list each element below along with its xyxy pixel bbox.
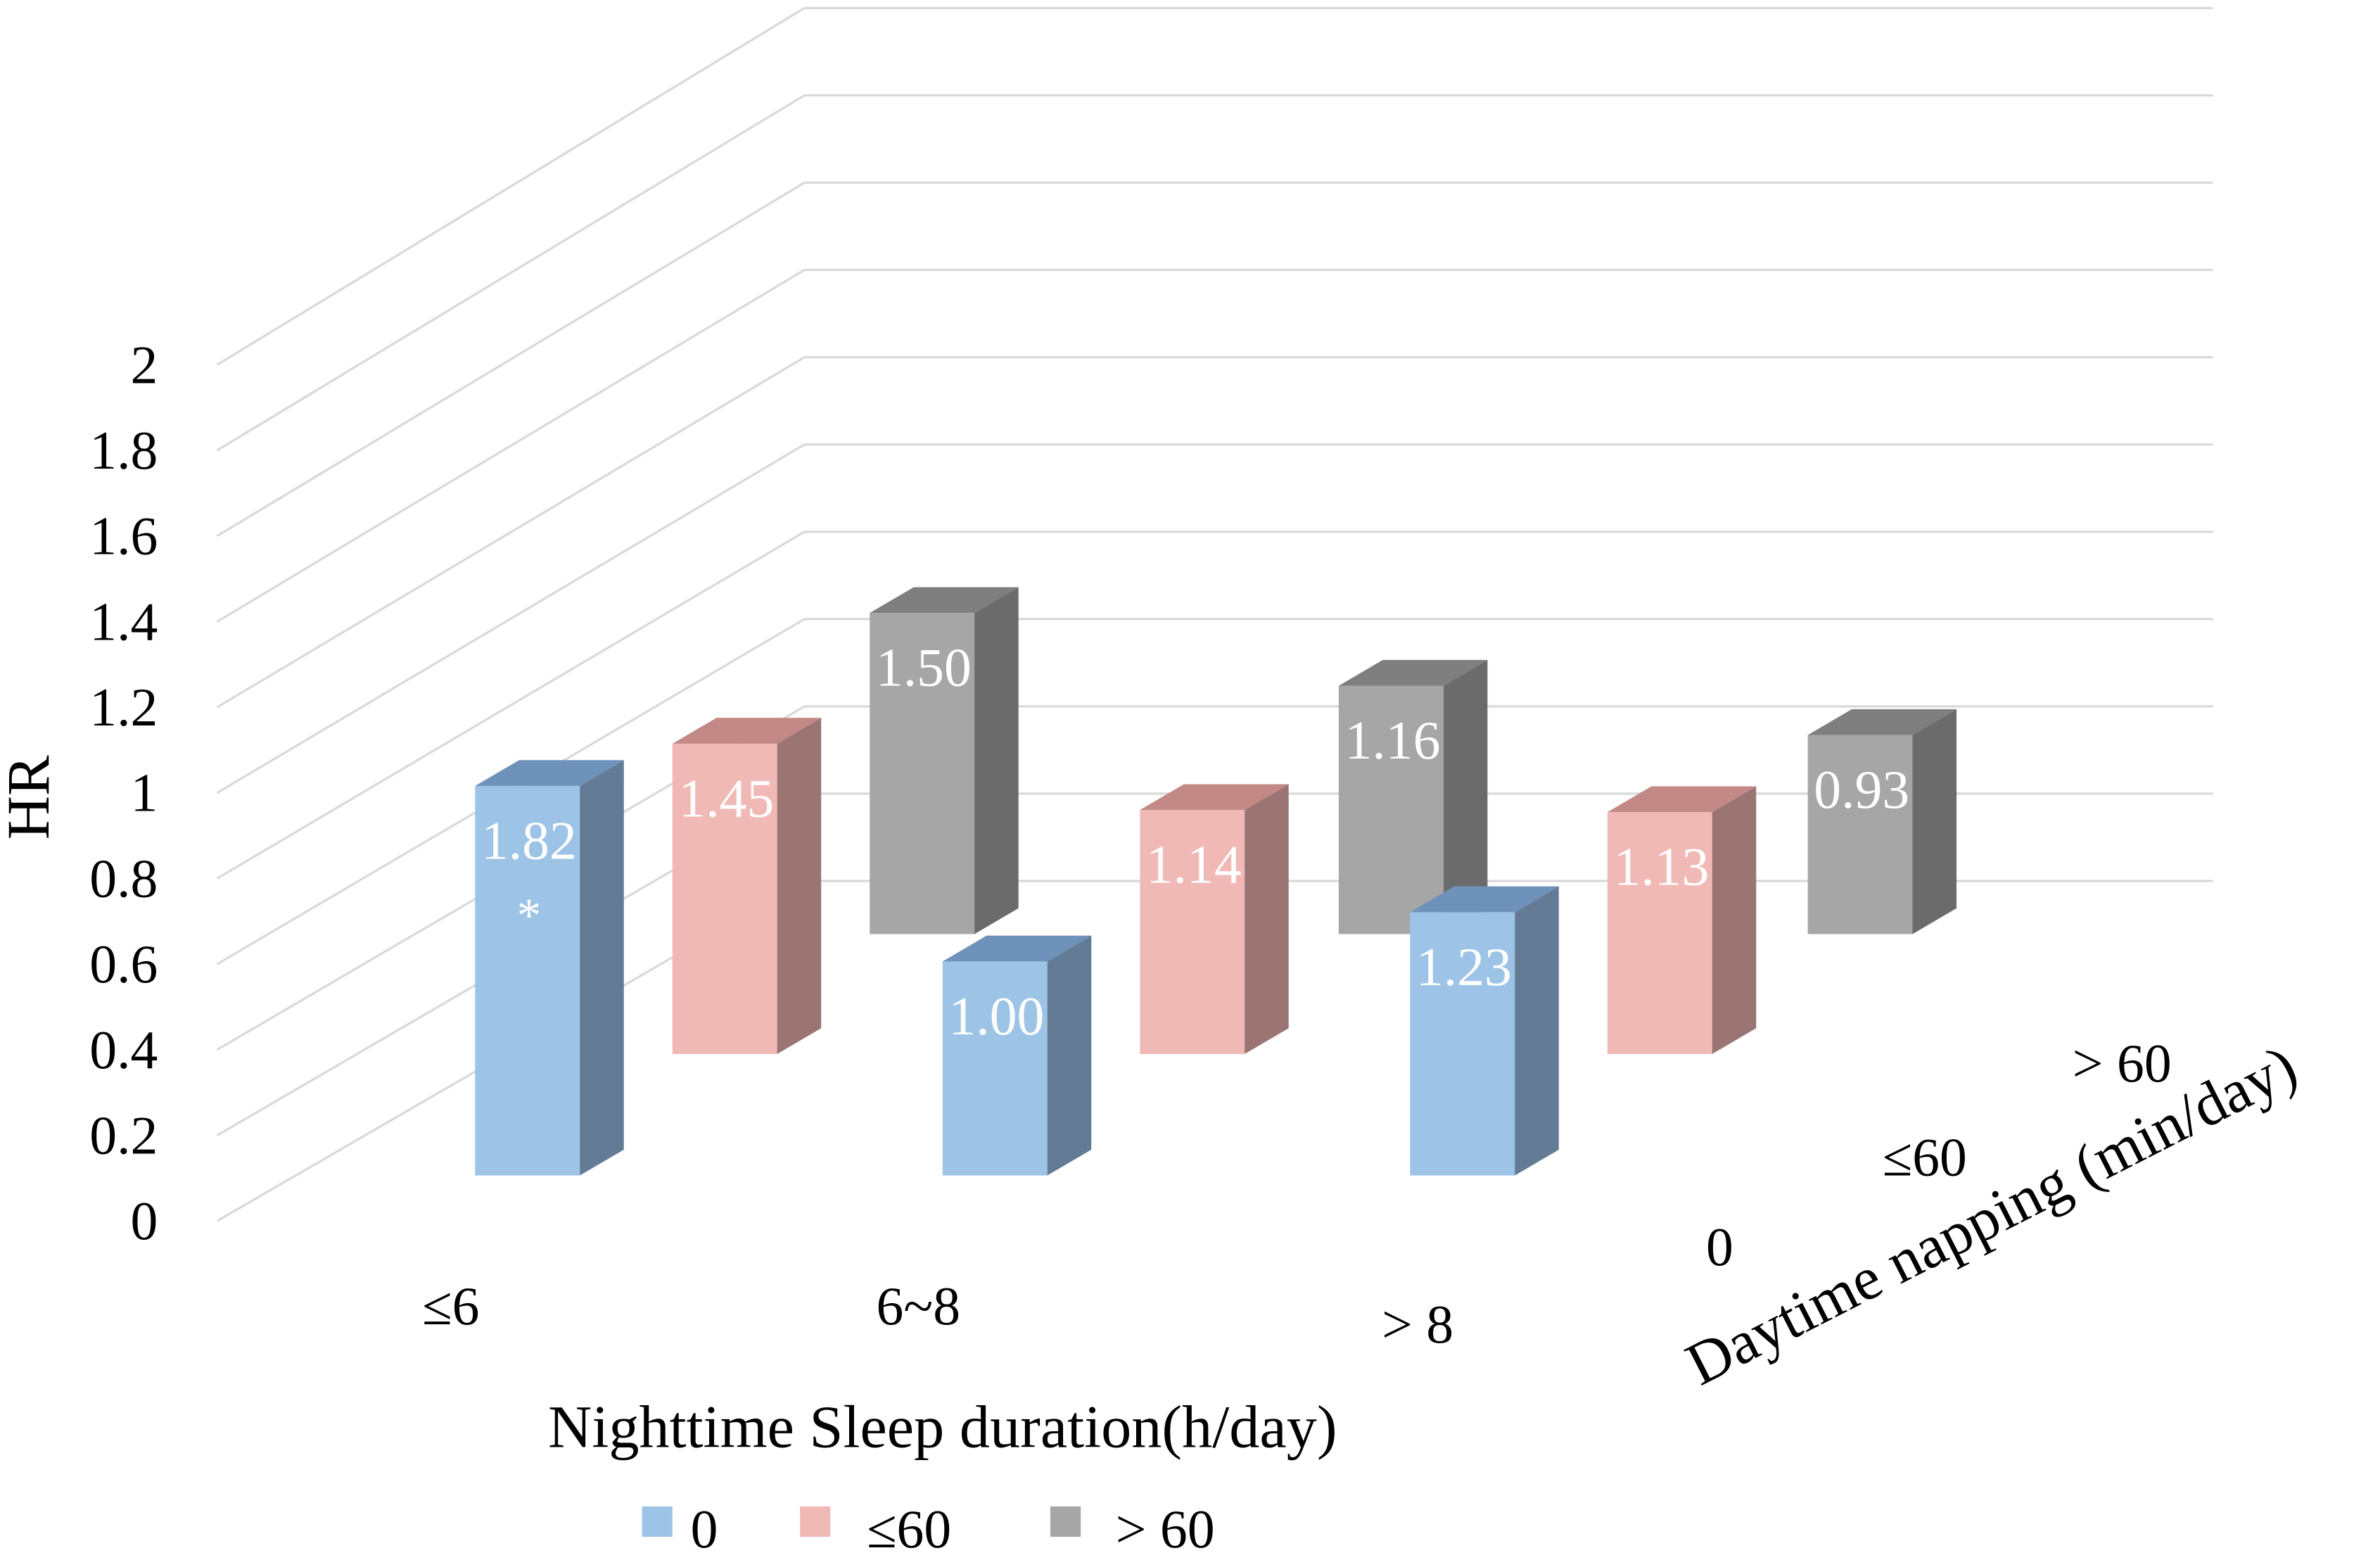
data-labels: 1.50 1.16 0.93 1.45 1.14 1.13 1.82 * 1.00 1.23 — [481, 638, 1909, 1046]
bar-side-face — [1912, 709, 1957, 934]
depth-category-label: ≤60 — [1883, 1127, 1967, 1188]
y-tick-label: 1.6 — [89, 506, 158, 566]
legend-swatch-0 — [642, 1506, 673, 1537]
depth-category-label: > 60 — [2073, 1033, 2172, 1093]
data-label: 1.82 — [481, 810, 577, 870]
legend-label-2: > 60 — [1116, 1499, 1215, 1559]
significance-marker: * — [517, 888, 542, 942]
gridline-side — [216, 269, 806, 623]
y-tick-label: 1 — [131, 763, 158, 823]
legend-swatch-1 — [800, 1506, 831, 1537]
bar-front-face — [1338, 685, 1444, 934]
y-tick-label: 1.2 — [89, 677, 158, 737]
grid — [216, 6, 2213, 1222]
bar-top-face — [1607, 786, 1757, 813]
bar — [1807, 709, 1957, 934]
y-tick-label: 0.6 — [89, 934, 158, 994]
depth-axis-title: Daytime napping (min/day) — [1676, 1032, 2308, 1398]
bars — [475, 587, 1957, 1176]
bar-top-face — [1410, 886, 1559, 913]
bar-top-face — [942, 935, 1092, 962]
bar-front-face — [475, 785, 580, 1176]
y-tick-label: 0.8 — [89, 848, 158, 908]
y-axis-title: HR — [0, 755, 62, 839]
bar — [1607, 786, 1757, 1054]
data-label: 1.45 — [678, 768, 774, 828]
legend-swatch-2 — [1050, 1506, 1081, 1537]
y-tick-labels: 0 0.2 0.4 0.6 0.8 1 1.2 1.4 1.6 1.8 2 — [89, 334, 158, 1251]
legend-label-1: ≤60 — [867, 1499, 951, 1559]
bar-front-face — [1140, 810, 1245, 1054]
bar-top-face — [870, 587, 1019, 614]
y-tick-label: 0 — [131, 1191, 158, 1251]
bar-front-face — [870, 613, 975, 934]
bar-side-face — [1245, 784, 1289, 1054]
data-label: 1.50 — [876, 638, 972, 698]
x-category-label: > 8 — [1382, 1294, 1453, 1355]
bar — [1140, 784, 1289, 1054]
bar-top-face — [1807, 709, 1957, 735]
gridline-side — [216, 443, 806, 794]
x-category-labels: ≤6 6~8 > 8 — [422, 1276, 1453, 1355]
data-label: 1.16 — [1345, 710, 1441, 771]
bar — [870, 587, 1019, 934]
bar-front-face — [672, 743, 777, 1054]
y-tick-label: 2 — [131, 334, 158, 395]
bar — [475, 760, 624, 1176]
y-tick-label: 0.2 — [89, 1105, 158, 1165]
y-tick-label: 1.4 — [89, 591, 158, 652]
data-label: 1.00 — [948, 986, 1044, 1046]
bar-side-face — [1443, 659, 1488, 934]
data-label: 1.13 — [1613, 837, 1709, 897]
bar-top-face — [1140, 784, 1289, 811]
gridline-side — [216, 356, 806, 709]
gridline-side — [216, 182, 806, 538]
bar-top-face — [475, 760, 624, 786]
bar-top-face — [1338, 659, 1488, 686]
bar-front-face — [1607, 812, 1712, 1054]
data-label: 1.23 — [1416, 937, 1512, 997]
depth-category-labels: 0 ≤60 > 60 — [1706, 1033, 2172, 1277]
bar-front-face — [1807, 735, 1913, 934]
bar-side-face — [974, 587, 1019, 934]
bar-side-face — [1515, 886, 1559, 1176]
bar — [1410, 886, 1559, 1176]
bar-side-face — [1047, 935, 1092, 1176]
legend-label-0: 0 — [691, 1499, 718, 1559]
gridline-side — [216, 94, 806, 452]
bar — [1338, 659, 1488, 934]
gridline-side — [216, 7, 806, 366]
depth-category-label: 0 — [1706, 1217, 1733, 1277]
data-label: 0.93 — [1814, 759, 1909, 820]
bar-front-face — [1410, 912, 1515, 1176]
x-category-label: ≤6 — [422, 1276, 479, 1336]
y-tick-label: 0.4 — [89, 1020, 158, 1080]
bar-side-face — [1712, 786, 1757, 1054]
y-tick-label: 1.8 — [89, 420, 158, 481]
bar-side-face — [580, 760, 624, 1176]
gridline-side — [216, 531, 806, 880]
x-category-label: 6~8 — [876, 1276, 960, 1336]
bar — [942, 935, 1092, 1176]
bar-side-face — [777, 718, 822, 1054]
x-axis-title: Nighttime Sleep duration(h/day) — [548, 1393, 1337, 1461]
bar-front-face — [942, 961, 1048, 1176]
legend: 0 ≤60 > 60 — [642, 1499, 1215, 1559]
bar-top-face — [672, 718, 822, 744]
data-label: 1.14 — [1146, 835, 1242, 895]
bar — [672, 718, 822, 1054]
